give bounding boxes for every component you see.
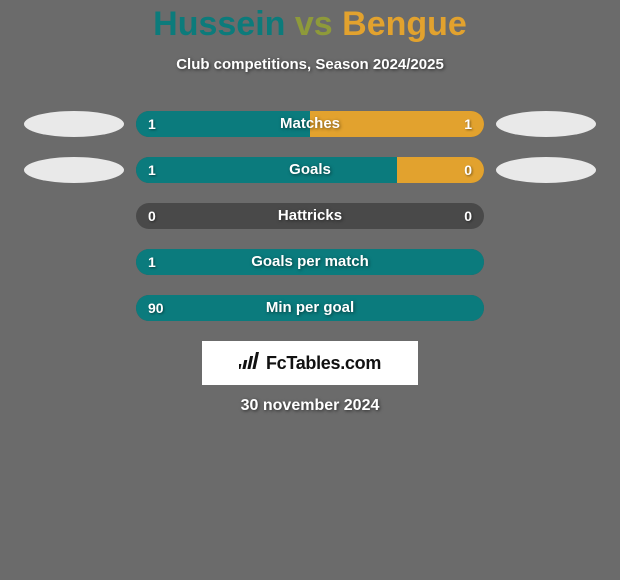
stat-bar: 1Goals per match <box>136 249 484 275</box>
ellipse-spacer <box>496 249 596 275</box>
date-label: 30 november 2024 <box>0 397 620 415</box>
player1-ellipse-icon <box>24 111 124 137</box>
ellipse-spacer <box>496 295 596 321</box>
title-player1: Hussein <box>153 5 285 43</box>
title-vs: vs <box>295 5 333 43</box>
stat-bar: 90Min per goal <box>136 295 484 321</box>
stat-row: 11Matches <box>0 111 620 137</box>
player2-ellipse-icon <box>496 157 596 183</box>
page-title: Hussein vs Bengue <box>0 5 620 44</box>
comparison-container: Hussein vs Bengue Club competitions, Sea… <box>0 0 620 580</box>
stat-row: 1Goals per match <box>0 249 620 275</box>
ellipse-spacer <box>24 203 124 229</box>
ellipse-spacer <box>24 295 124 321</box>
stat-label: Min per goal <box>136 295 484 321</box>
brand-box[interactable]: FcTables.com <box>202 341 418 385</box>
ellipse-spacer <box>496 203 596 229</box>
stat-label: Matches <box>136 111 484 137</box>
stat-bar: 10Goals <box>136 157 484 183</box>
stat-row: 00Hattricks <box>0 203 620 229</box>
stat-bar: 11Matches <box>136 111 484 137</box>
stat-label: Goals per match <box>136 249 484 275</box>
bars-chart-icon <box>239 352 261 375</box>
bars-wrapper: 11Matches 10Goals 00Hattricks 1Goals per ma… <box>0 111 620 321</box>
title-player2: Bengue <box>342 5 467 43</box>
player1-ellipse-icon <box>24 157 124 183</box>
stat-row: 90Min per goal <box>0 295 620 321</box>
stat-bar: 00Hattricks <box>136 203 484 229</box>
stat-label: Goals <box>136 157 484 183</box>
player2-ellipse-icon <box>496 111 596 137</box>
brand-text: FcTables.com <box>266 353 381 374</box>
stat-row: 10Goals <box>0 157 620 183</box>
ellipse-spacer <box>24 249 124 275</box>
subtitle: Club competitions, Season 2024/2025 <box>0 56 620 73</box>
stat-label: Hattricks <box>136 203 484 229</box>
